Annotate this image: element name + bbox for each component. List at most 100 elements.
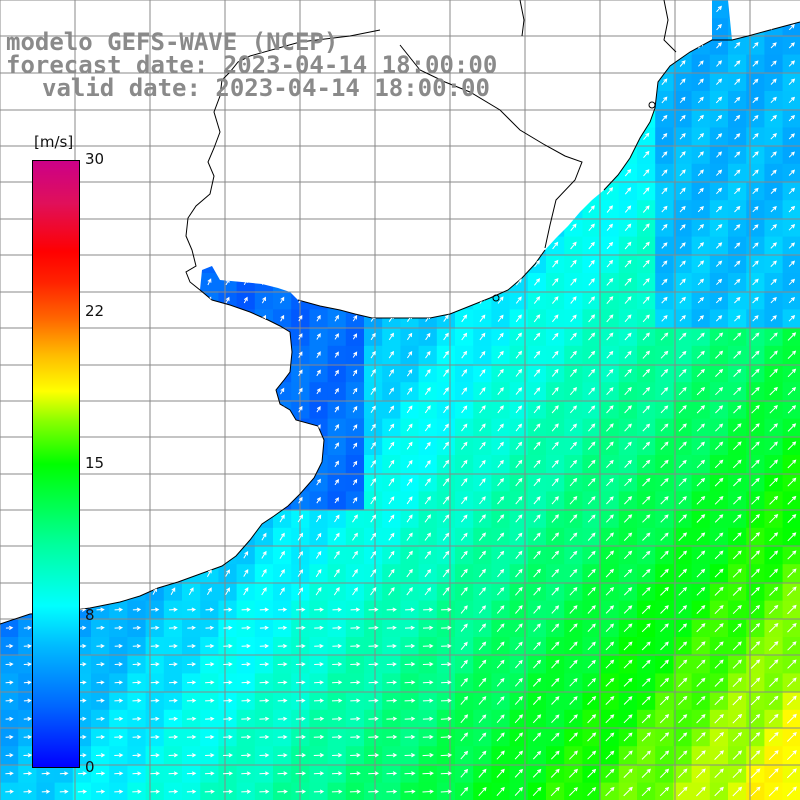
- wind-arrow: [643, 59, 650, 67]
- wind-arrow: [43, 41, 48, 49]
- wind-arrow: [241, 771, 252, 776]
- wind-arrow: [425, 278, 431, 286]
- wind-arrow: [225, 333, 230, 340]
- wind-arrow: [261, 442, 267, 449]
- wind-arrow: [516, 169, 522, 177]
- wind-arrow: [770, 224, 777, 231]
- wind-arrow: [25, 496, 30, 504]
- wind-arrow: [349, 789, 361, 794]
- wind-arrow: [332, 716, 343, 721]
- wind-arrow: [43, 59, 48, 67]
- wind-arrow: [716, 278, 723, 286]
- wind-arrow: [788, 205, 796, 213]
- wind-arrow: [98, 332, 103, 340]
- wind-arrow: [386, 716, 398, 721]
- wind-arrow: [697, 296, 705, 304]
- wind-arrow: [189, 332, 194, 340]
- wind-arrow: [261, 205, 266, 213]
- wind-arrow: [98, 60, 103, 67]
- wind-arrow: [714, 713, 724, 724]
- wind-arrow: [313, 753, 325, 758]
- wind-arrow: [334, 242, 339, 249]
- wind-arrow: [768, 695, 779, 706]
- wind-arrow: [624, 332, 632, 341]
- wind-arrow: [207, 460, 212, 468]
- wind-arrow: [386, 698, 398, 703]
- wind-arrow: [570, 205, 577, 213]
- wind-arrow: [207, 496, 212, 504]
- wind-arrow: [624, 496, 633, 505]
- wind-arrow: [241, 662, 251, 667]
- wind-arrow: [388, 241, 394, 249]
- wind-arrow: [714, 750, 724, 760]
- wind-arrow: [7, 496, 12, 504]
- wind-arrow: [516, 60, 522, 67]
- wind-arrow: [624, 350, 632, 359]
- wind-arrow: [461, 260, 467, 268]
- wind-arrow: [225, 314, 230, 322]
- wind-arrow: [5, 789, 14, 794]
- wind-arrow: [424, 478, 431, 486]
- wind-arrow: [643, 114, 650, 122]
- wind-arrow: [679, 242, 686, 249]
- wind-arrow: [386, 753, 398, 758]
- wind-arrow: [332, 643, 343, 649]
- wind-arrow: [788, 60, 796, 67]
- valid-date: valid date: 2023-04-14 18:00:00: [42, 74, 490, 102]
- wind-arrow: [605, 550, 615, 560]
- wind-arrow: [479, 405, 486, 414]
- wind-arrow: [551, 550, 560, 560]
- wind-arrow: [98, 569, 103, 577]
- wind-arrow: [678, 532, 688, 542]
- wind-arrow: [405, 607, 415, 612]
- wind-arrow: [552, 205, 559, 213]
- wind-arrow: [660, 368, 669, 377]
- wind-arrow: [116, 569, 121, 577]
- wind-arrow: [333, 587, 340, 596]
- wind-arrow: [134, 114, 139, 122]
- wind-arrow: [696, 368, 705, 377]
- wind-arrow: [533, 659, 542, 669]
- wind-arrow: [261, 223, 266, 231]
- wind-arrow: [406, 459, 413, 468]
- wind-arrow: [551, 405, 559, 414]
- wind-arrow: [497, 387, 504, 396]
- wind-arrow: [551, 641, 560, 651]
- wind-arrow: [460, 732, 469, 742]
- wind-arrow: [425, 132, 431, 140]
- wind-arrow: [732, 550, 742, 560]
- wind-arrow: [552, 278, 559, 286]
- wind-arrow: [207, 114, 212, 122]
- wind-arrow: [280, 333, 285, 340]
- wind-arrow: [732, 732, 743, 742]
- wind-arrow: [534, 187, 540, 195]
- wind-arrow: [732, 604, 742, 615]
- wind-arrow: [533, 441, 541, 450]
- wind-arrow: [786, 786, 797, 797]
- wind-arrow: [280, 96, 285, 104]
- wind-arrow: [497, 350, 504, 359]
- wind-arrow: [716, 78, 723, 85]
- wind-arrow: [606, 187, 614, 195]
- wind-arrow: [315, 587, 322, 596]
- wind-arrow: [225, 241, 230, 249]
- wind-arrow: [407, 260, 413, 268]
- wind-arrow: [407, 187, 412, 195]
- wind-arrow: [660, 350, 669, 359]
- wind-arrow: [152, 550, 157, 559]
- wind-arrow: [515, 532, 523, 541]
- wind-arrow: [588, 332, 596, 341]
- wind-arrow: [533, 532, 541, 541]
- wind-arrow: [116, 405, 121, 413]
- wind-arrow: [677, 768, 688, 779]
- wind-arrow: [207, 187, 212, 195]
- wind-arrow: [280, 23, 285, 31]
- wind-arrow: [5, 698, 14, 703]
- wind-arrow: [532, 677, 542, 687]
- wind-arrow: [205, 734, 215, 740]
- wind-arrow: [442, 532, 450, 541]
- wind-arrow: [715, 242, 723, 249]
- wind-arrow: [696, 768, 706, 779]
- wind-arrow: [388, 260, 394, 268]
- wind-arrow: [769, 459, 779, 469]
